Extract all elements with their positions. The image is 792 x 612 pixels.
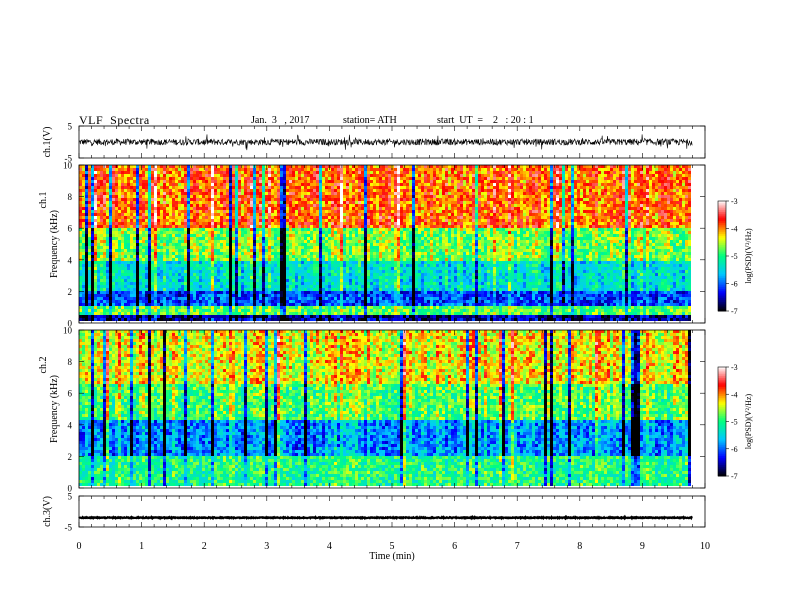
y-axis-label: Frequency (kHz) <box>49 375 60 443</box>
spectrogram-image <box>79 330 691 486</box>
x-tick-label: 4 <box>327 541 332 552</box>
panel-frame <box>78 329 706 489</box>
y-tick-label: 6 <box>68 389 73 399</box>
colorbar-tick-label: -3 <box>731 197 738 206</box>
colorbar-tick-label: -4 <box>731 390 738 399</box>
y-tick-label: -5 <box>65 154 73 164</box>
start-time-label: start UT = 2 : 20 : 1 <box>437 115 534 126</box>
x-tick-label: 1 <box>139 541 144 552</box>
y-tick-label: 2 <box>68 452 73 462</box>
y-tick-label: 8 <box>68 192 73 202</box>
waveform-trace <box>78 514 693 521</box>
panel-frame <box>78 495 706 528</box>
y-tick-label: 6 <box>68 224 73 234</box>
panel-frame <box>78 125 706 159</box>
x-tick-label: 0 <box>77 541 82 552</box>
colorbar-tick-label: -7 <box>731 307 738 316</box>
x-axis-label: Time (min) <box>369 551 414 562</box>
colorbar-tick-label: -5 <box>731 418 738 427</box>
channel-label: ch.1 <box>38 192 49 209</box>
x-tick-label: 9 <box>640 541 645 552</box>
colorbar-tick-label: -7 <box>731 472 738 481</box>
x-tick-label: 7 <box>515 541 520 552</box>
date-label: Jan. 3 , 2017 <box>251 115 309 126</box>
y-tick-label: 2 <box>68 287 73 297</box>
y-axis-label: ch.3(V) <box>42 496 53 527</box>
y-axis-label: ch.1(V) <box>42 127 53 158</box>
y-tick-label: -5 <box>65 523 73 533</box>
colorbar-ch2: -3 -4 -5 -6 -7 log(PSD)(V²/Hz) <box>717 363 753 481</box>
colorbar-label: log(PSD)(V²/Hz) <box>744 394 753 450</box>
colorbar-tick-label: -3 <box>731 363 738 372</box>
colorbar-tick-label: -5 <box>731 252 738 261</box>
ch3-waveform-panel: 5 -5 ch.3(V) 0 1 2 3 4 5 6 7 8 9 10 Time (min) <box>42 492 710 563</box>
colorbar-tick-label: -4 <box>731 225 738 234</box>
colorbar-tick-label: -6 <box>731 445 738 454</box>
y-tick-label: 8 <box>68 357 73 367</box>
figure-title: VLF Spectra <box>79 113 150 128</box>
y-tick-label: 5 <box>68 492 73 502</box>
colorbar-label: log(PSD)(V²/Hz) <box>744 228 753 284</box>
y-tick-label: 10 <box>63 161 73 171</box>
y-tick-label: 5 <box>68 122 73 132</box>
x-tick-label: 10 <box>700 541 710 552</box>
colorbar-ch1: -3 -4 -5 -6 -7 log(PSD)(V²/Hz) <box>717 197 753 316</box>
x-tick-label: 5 <box>390 541 395 552</box>
y-tick-label: 0 <box>68 484 73 494</box>
waveform-trace <box>78 134 693 151</box>
panel-frame <box>78 164 706 324</box>
ch1-waveform-panel: 5 -5 ch.1(V) <box>42 122 706 164</box>
x-tick-label: 6 <box>452 541 457 552</box>
colorbar-tick-label: -6 <box>731 280 738 289</box>
spectrogram-image <box>79 165 691 321</box>
y-tick-label: 10 <box>63 326 73 336</box>
channel-label: ch.2 <box>38 357 49 374</box>
x-tick-label: 8 <box>577 541 582 552</box>
y-tick-label: 4 <box>68 420 73 430</box>
y-axis-label: Frequency (kHz) <box>49 210 60 278</box>
x-tick-label: 2 <box>202 541 207 552</box>
station-label: station= ATH <box>343 115 397 126</box>
x-tick-label: 3 <box>264 541 269 552</box>
y-tick-label: 0 <box>68 319 73 329</box>
y-tick-label: 4 <box>68 255 73 265</box>
